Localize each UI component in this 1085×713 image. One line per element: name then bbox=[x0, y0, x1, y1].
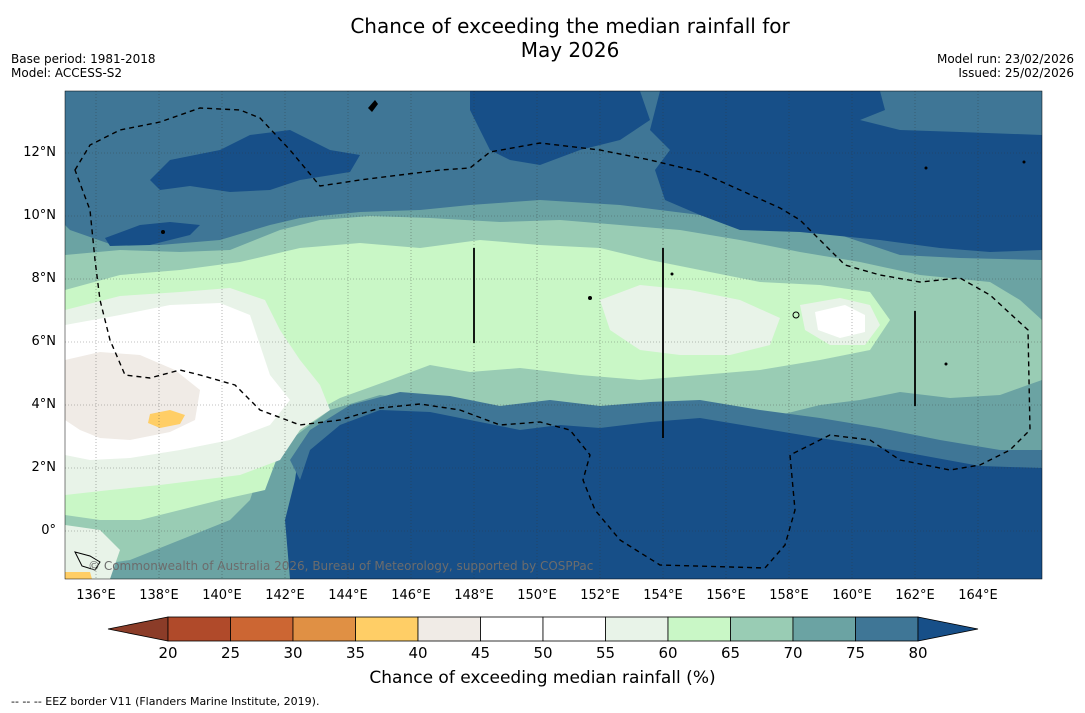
colorbar-tick-label: 55 bbox=[595, 644, 616, 662]
colorbar-tick-label: 75 bbox=[845, 644, 866, 662]
eez-segments bbox=[473, 248, 916, 438]
field-80-north-left bbox=[105, 222, 200, 246]
colorbar-tick-label: 70 bbox=[783, 644, 803, 662]
lat-tick-label: 4°N bbox=[31, 397, 57, 412]
rainfall-map bbox=[65, 91, 1042, 579]
lat-tick-label: 8°N bbox=[31, 271, 57, 286]
islands bbox=[74, 100, 1026, 571]
eez-footnote: -- -- -- EEZ border V11 (Flanders Marine… bbox=[11, 695, 320, 708]
lon-tick-label: 144°E bbox=[328, 588, 368, 603]
colorbar-swatch bbox=[292, 616, 356, 642]
lon-tick-label: 140°E bbox=[202, 588, 242, 603]
lat-tick-label: 12°N bbox=[23, 145, 56, 160]
meta-right: Model run: 23/02/2026 Issued: 25/02/2026 bbox=[937, 52, 1074, 80]
island-pohnpei bbox=[792, 311, 800, 319]
map-title: Chance of exceeding the median rainfall … bbox=[0, 14, 1085, 62]
field-55-60-center bbox=[600, 285, 780, 355]
colorbar-extend-low bbox=[107, 616, 169, 642]
colorbar-tick-label: 25 bbox=[220, 644, 241, 662]
colorbar-tick-label: 30 bbox=[283, 644, 303, 662]
colorbar bbox=[107, 616, 979, 642]
lon-tick-label: 146°E bbox=[391, 588, 431, 603]
field-55-60-southwest bbox=[65, 525, 120, 579]
island-4 bbox=[161, 230, 165, 234]
island-marianas bbox=[368, 100, 378, 112]
colorbar-extend-high bbox=[917, 616, 979, 642]
lat-tick-label: 0° bbox=[41, 523, 56, 538]
colorbar-swatch bbox=[417, 616, 481, 642]
colorbar-swatch bbox=[792, 616, 856, 642]
island-1 bbox=[588, 296, 592, 300]
lon-tick-label: 158°E bbox=[769, 588, 809, 603]
field-80-north-middle bbox=[470, 91, 650, 165]
lon-tick-label: 160°E bbox=[832, 588, 872, 603]
issued-date: Issued: 25/02/2026 bbox=[958, 66, 1074, 80]
colorbar-swatch bbox=[230, 616, 294, 642]
lat-tick-label: 10°N bbox=[23, 208, 56, 223]
map-title-line2: May 2026 bbox=[520, 38, 620, 62]
colorbar-swatch bbox=[480, 616, 544, 642]
field-80-north-west bbox=[150, 130, 360, 192]
colorbar-swatch bbox=[542, 616, 606, 642]
map-frame bbox=[64, 90, 1043, 580]
colorbar-swatch bbox=[355, 616, 419, 642]
colorbar-tick-label: 40 bbox=[408, 644, 428, 662]
colorbar-tick-label: 35 bbox=[345, 644, 366, 662]
lon-tick-label: 148°E bbox=[454, 588, 494, 603]
lon-tick-label: 136°E bbox=[76, 588, 116, 603]
copyright-text: © Commonwealth of Australia 2026, Bureau… bbox=[88, 559, 594, 573]
colorbar-swatch bbox=[605, 616, 669, 642]
lon-tick-label: 138°E bbox=[139, 588, 179, 603]
lon-tick-label: 162°E bbox=[895, 588, 935, 603]
field-80-north-east bbox=[650, 91, 1042, 252]
model-name: Model: ACCESS-S2 bbox=[11, 66, 123, 80]
lon-tick-label: 156°E bbox=[706, 588, 746, 603]
lat-tick-label: 2°N bbox=[31, 460, 57, 475]
colorbar-tick-label: 65 bbox=[720, 644, 741, 662]
island-6 bbox=[924, 166, 928, 170]
meta-left: Base period: 1981-2018 Model: ACCESS-S2 bbox=[11, 52, 156, 80]
colorbar-swatch bbox=[730, 616, 794, 642]
map-title-line1: Chance of exceeding the median rainfall … bbox=[350, 14, 790, 38]
colorbar-title: Chance of exceeding median rainfall (%) bbox=[369, 668, 716, 688]
lon-tick-label: 142°E bbox=[265, 588, 305, 603]
island-png bbox=[74, 551, 101, 571]
lat-tick-label: 6°N bbox=[31, 334, 57, 349]
base-period: Base period: 1981-2018 bbox=[11, 52, 156, 66]
island-2 bbox=[670, 272, 674, 276]
field-35-40-spot bbox=[148, 410, 185, 428]
field-35-40-corner bbox=[65, 572, 92, 579]
colorbar-swatch bbox=[855, 616, 919, 642]
field-50-55-east bbox=[815, 305, 865, 338]
colorbar-swatch bbox=[667, 616, 731, 642]
lon-tick-label: 152°E bbox=[580, 588, 620, 603]
colorbar-tick-label: 50 bbox=[533, 644, 553, 662]
field-75-80-south-ring bbox=[290, 392, 1042, 480]
model-run: Model run: 23/02/2026 bbox=[936, 52, 1074, 66]
island-5 bbox=[1022, 160, 1026, 164]
colorbar-tick-label: 80 bbox=[908, 644, 928, 662]
lon-tick-label: 150°E bbox=[517, 588, 557, 603]
colorbar-tick-label: 20 bbox=[158, 644, 178, 662]
island-3 bbox=[944, 362, 948, 366]
lon-tick-label: 154°E bbox=[643, 588, 683, 603]
lon-tick-label: 164°E bbox=[958, 588, 998, 603]
colorbar-tick-label: 60 bbox=[658, 644, 678, 662]
colorbar-tick-label: 45 bbox=[470, 644, 491, 662]
field-80-south bbox=[285, 400, 1042, 579]
colorbar-swatch bbox=[167, 616, 231, 642]
